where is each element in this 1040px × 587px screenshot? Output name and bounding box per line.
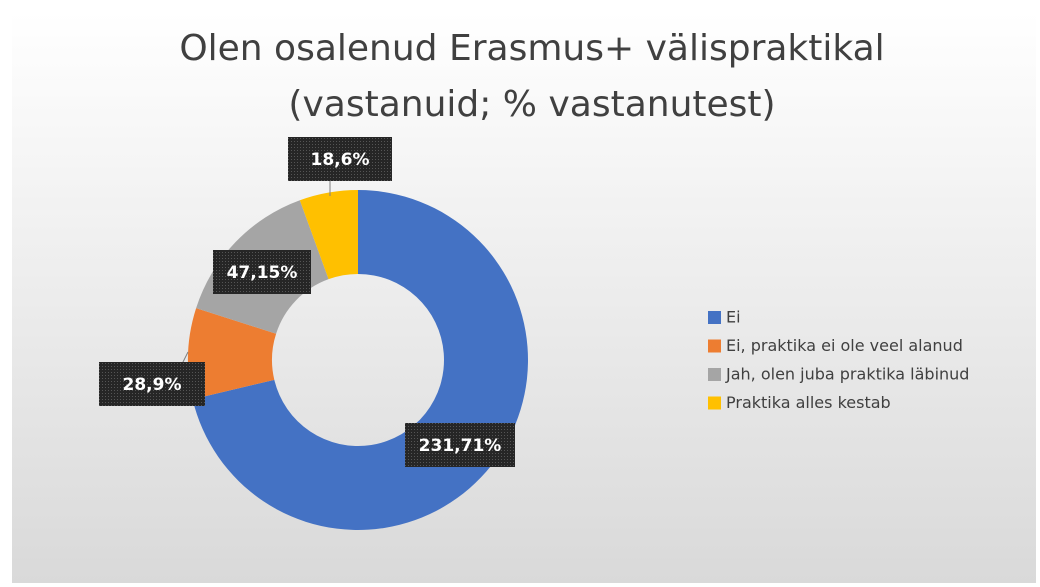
data-label: 47,15% xyxy=(227,263,298,283)
data-label: 231,71% xyxy=(419,436,502,456)
legend-swatch xyxy=(708,368,721,381)
chart-title: Olen osalenud Erasmus+ välispraktikal xyxy=(179,28,884,69)
data-label-box xyxy=(99,362,205,406)
data-label: 18,6% xyxy=(311,150,370,170)
chart-area xyxy=(12,12,1036,583)
donut-slice xyxy=(187,308,277,400)
legend-swatch xyxy=(708,396,721,410)
legend-swatch xyxy=(708,311,721,324)
legend-label: Jah, olen juba praktika läbinud xyxy=(725,365,969,384)
data-label: 28,9% xyxy=(123,375,182,395)
legend-label: Praktika alles kestab xyxy=(726,393,891,412)
chart-subtitle: (vastanuid; % vastanutest) xyxy=(288,84,775,125)
legend-label: Ei xyxy=(726,308,741,327)
data-label-box xyxy=(288,137,392,181)
data-label-box xyxy=(405,423,515,467)
legend-label: Ei, praktika ei ole veel alanud xyxy=(726,336,963,355)
legend-swatch xyxy=(708,339,721,353)
data-label-box xyxy=(213,250,311,294)
donut-slice xyxy=(299,190,358,280)
